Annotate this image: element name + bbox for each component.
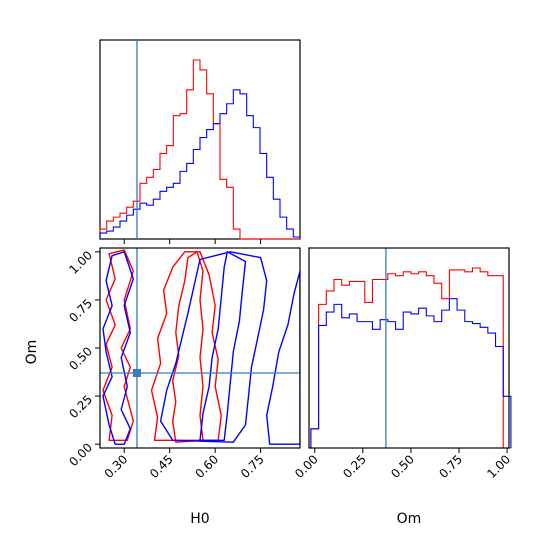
h0-xaxis-label: H0 <box>190 511 209 527</box>
h0-marginal-histograms <box>99 59 301 240</box>
contour-red-outer2 <box>150 251 222 441</box>
h0-xtick-label: 0.60 <box>192 452 221 481</box>
om-ytick-label: 0.50 <box>66 344 95 373</box>
h0-hist-series-1 <box>99 89 301 239</box>
om-xtick-label: 0.00 <box>292 452 321 481</box>
h0-hist-series-0 <box>99 59 300 240</box>
contour-blue-outer <box>159 251 268 443</box>
h0-xtick-label: 0.75 <box>238 452 267 481</box>
contour-blue-inner <box>199 251 247 441</box>
om-xtick-label: 0.50 <box>388 452 417 481</box>
truth-marker <box>132 369 141 377</box>
om-ytick-label: 0.00 <box>66 440 95 469</box>
contour-red-outer <box>102 249 134 441</box>
h0-marginal-frame <box>99 39 301 240</box>
om-ytick-label: 0.25 <box>66 392 95 421</box>
om-xaxis-label: Om <box>397 511 422 527</box>
h0-marginal-ticks <box>123 239 262 244</box>
om-xtick-label: 0.75 <box>436 452 465 481</box>
h0-xtick-label: 0.45 <box>147 452 176 481</box>
om-yaxis-ticks: 0.00 0.25 0.50 0.75 1.00 <box>66 248 100 469</box>
om-hist-series-1 <box>310 298 512 448</box>
om-hist-series-0 <box>310 267 511 449</box>
om-marginal-panel: 0.00 0.25 0.50 0.75 1.00 Om <box>292 247 513 527</box>
contour-blue-outer2 <box>102 251 134 445</box>
om-marginal-frame <box>308 247 510 449</box>
om-marginal-histograms <box>310 267 512 449</box>
om-ytick-label: 1.00 <box>66 248 95 277</box>
h0-marginal-panel <box>99 39 301 244</box>
h0-xaxis-ticks: 0.30 0.45 0.60 0.75 <box>102 448 267 481</box>
contour-red-inner <box>172 251 204 443</box>
om-ytick-label: 0.75 <box>66 296 95 325</box>
contour-blue-outer3 <box>266 270 300 445</box>
om-xtick-label: 1.00 <box>484 452 513 481</box>
om-yaxis-label: Om <box>24 340 40 365</box>
om-xtick-label: 0.25 <box>340 452 369 481</box>
h0-om-contour-panel: 0.30 0.45 0.60 0.75 0.00 0.25 0.50 0.75 1.00 H0… <box>24 247 301 527</box>
h0-xtick-label: 0.30 <box>102 452 131 481</box>
h0-om-contours <box>102 249 300 445</box>
om-xaxis-ticks: 0.00 0.25 0.50 0.75 1.00 <box>292 448 513 481</box>
